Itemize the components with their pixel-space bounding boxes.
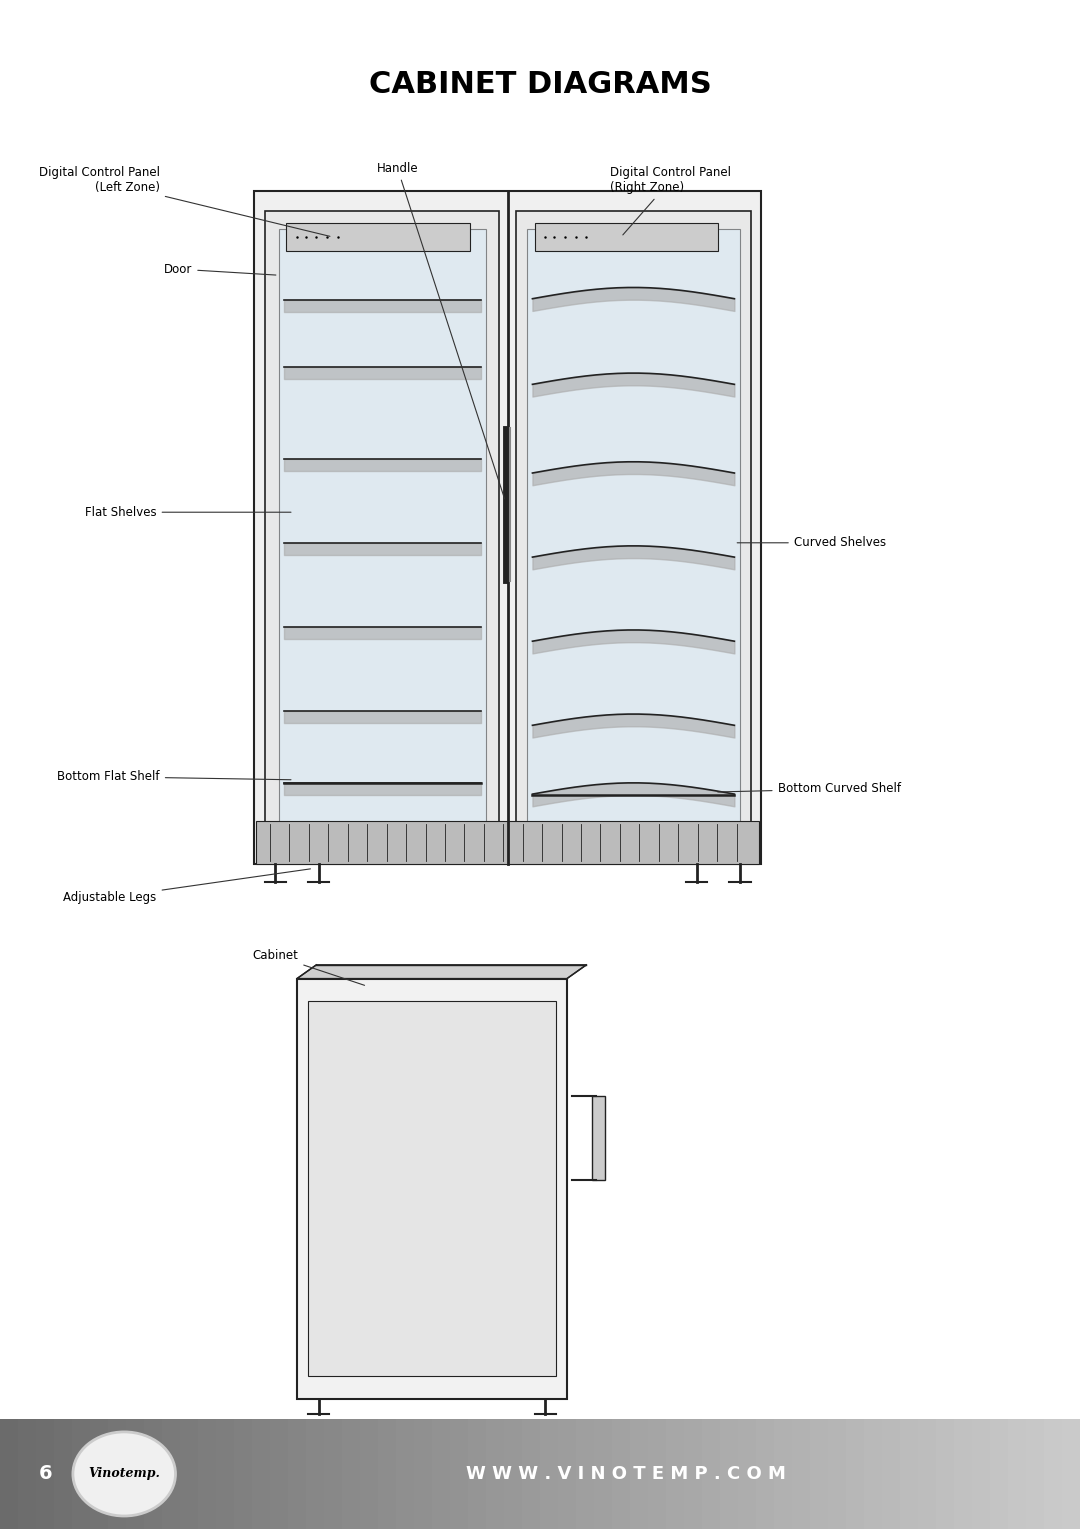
Bar [252,1419,270,1529]
Bar [342,1419,360,1529]
Bar [396,1419,414,1529]
Bar [612,1419,630,1529]
Bar [828,1419,846,1529]
Bar [630,1419,648,1529]
Bar [990,1419,1008,1529]
Bar [1008,1419,1026,1529]
Text: Door: Door [164,263,275,275]
Bar [256,821,759,864]
Bar [1044,1419,1062,1529]
Bar [540,1419,558,1529]
Bar [126,1419,144,1529]
Bar [468,1419,486,1529]
Bar [846,1419,864,1529]
Bar [666,1419,684,1529]
Bar [254,191,761,864]
Bar [738,1419,756,1529]
Bar [108,1419,126,1529]
Bar [1026,1419,1044,1529]
Text: Handle: Handle [377,162,504,498]
Bar [576,1419,594,1529]
Bar [527,229,740,829]
Bar [594,1419,612,1529]
Bar [486,1419,504,1529]
Bar [216,1419,234,1529]
Bar [162,1419,180,1529]
Bar [592,1096,605,1180]
Bar [18,1419,36,1529]
Bar [504,1419,522,1529]
Bar [702,1419,720,1529]
Bar [756,1419,774,1529]
Bar [720,1419,738,1529]
Bar [308,1001,556,1376]
Bar [270,1419,288,1529]
Bar [432,1419,450,1529]
Polygon shape [297,965,586,979]
Ellipse shape [73,1431,175,1517]
Bar [297,979,567,1399]
Text: Bottom Flat Shelf: Bottom Flat Shelf [57,771,291,783]
Bar [180,1419,198,1529]
Bar [450,1419,468,1529]
Text: Adjustable Legs: Adjustable Legs [64,868,310,904]
Bar [864,1419,882,1529]
Bar [810,1419,828,1529]
Bar [516,211,751,849]
Text: Bottom Curved Shelf: Bottom Curved Shelf [718,783,901,795]
Bar [900,1419,918,1529]
Bar [286,223,470,251]
Text: Vinotemp.: Vinotemp. [89,1468,160,1480]
Text: Flat Shelves: Flat Shelves [85,506,291,518]
Bar [648,1419,666,1529]
Bar [72,1419,90,1529]
Bar [522,1419,540,1529]
Bar [36,1419,54,1529]
Bar [954,1419,972,1529]
Bar [198,1419,216,1529]
Text: CABINET DIAGRAMS: CABINET DIAGRAMS [368,70,712,98]
Text: Digital Control Panel
(Right Zone): Digital Control Panel (Right Zone) [610,167,731,235]
Bar [306,1419,324,1529]
Bar [684,1419,702,1529]
Bar [279,229,486,829]
Bar [288,1419,306,1529]
Text: W W W . V I N O T E M P . C O M: W W W . V I N O T E M P . C O M [467,1465,786,1483]
Bar [324,1419,342,1529]
Bar [414,1419,432,1529]
Bar [1062,1419,1080,1529]
Bar [972,1419,990,1529]
Bar [0,1419,18,1529]
Bar [535,223,718,251]
Text: 6: 6 [39,1465,52,1483]
Bar [90,1419,108,1529]
Text: Cabinet: Cabinet [253,950,365,985]
Text: Digital Control Panel
(Left Zone): Digital Control Panel (Left Zone) [39,167,330,237]
Bar [918,1419,936,1529]
Text: Curved Shelves: Curved Shelves [738,537,886,549]
Bar [378,1419,396,1529]
Bar [882,1419,900,1529]
Bar [558,1419,576,1529]
Bar [936,1419,954,1529]
Bar [774,1419,792,1529]
Bar [144,1419,162,1529]
Bar [265,211,499,849]
Bar [54,1419,72,1529]
Bar [792,1419,810,1529]
Bar [234,1419,252,1529]
Bar [360,1419,378,1529]
